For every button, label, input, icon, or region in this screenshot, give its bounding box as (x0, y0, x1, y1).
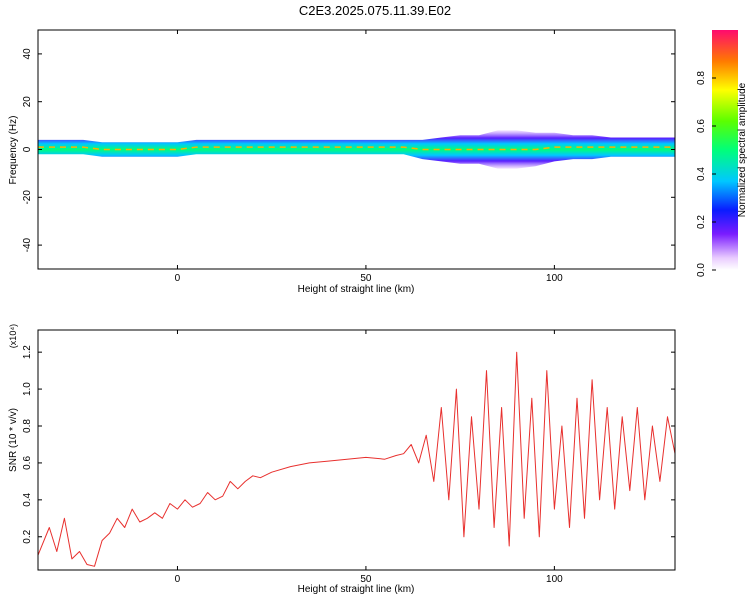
snr-panel: 0 50 100 0.2 0.4 0.6 0.8 1.0 1.2 Height of stra… (8, 324, 676, 595)
colorbar-tick-label: 0.8 (696, 71, 707, 85)
snr-x-tick-label: 50 (360, 574, 372, 585)
colorbar-tick-label: 0.2 (696, 215, 707, 229)
spectrogram-x-tick-label: 100 (546, 273, 563, 284)
colorbar-label: Normalized spectral amplitude (737, 82, 748, 217)
snr-x-tick-label: 0 (175, 574, 181, 585)
snr-frame (37, 329, 676, 571)
snr-x-label: Height of straight line (km) (298, 584, 415, 595)
spectrogram-y-tick-label: 40 (22, 48, 33, 60)
snr-y-tick-label: 1.0 (22, 382, 33, 396)
snr-y-tick-label: 0.8 (22, 419, 33, 433)
snr-y-tick-label: 1.2 (22, 345, 33, 359)
colorbar-ticks: 0.0 0.2 0.4 0.6 0.8 (696, 71, 716, 277)
snr-y-label: SNR (10 * v/v) (8, 408, 19, 472)
snr-plot-area (37, 351, 676, 567)
spectrogram-peak-ridge (38, 146, 675, 151)
spectrogram-x-tick-label: 0 (175, 273, 181, 284)
snr-y-multiplier: (x10⁴) (8, 324, 18, 348)
spectrogram-y-tick-label: 0 (22, 146, 33, 152)
spectrogram-y-tick-label: -40 (22, 237, 33, 252)
snr-y-tick-label: 0.2 (22, 529, 33, 543)
snr-x-tick-label: 100 (546, 574, 563, 585)
spectrogram-y-tick-label: 20 (22, 96, 33, 108)
spectrogram-band (38, 130, 675, 169)
colorbar-tick-label: 0.6 (696, 119, 707, 133)
spectrogram-y-axis: -40 -20 0 20 40 (22, 48, 675, 252)
snr-x-axis: 0 50 100 (175, 330, 563, 585)
colorbar-tick-label: 0.0 (696, 263, 707, 277)
figure-title: C2E3.2025.075.11.39.E02 (299, 3, 451, 18)
snr-y-axis: 0.2 0.4 0.6 0.8 1.0 1.2 (22, 345, 675, 544)
spectrogram-x-tick-label: 50 (360, 273, 372, 284)
colorbar-tick-label: 0.4 (696, 167, 707, 181)
spectrogram-x-label: Height of straight line (km) (298, 284, 415, 295)
colorbar: 0.0 0.2 0.4 0.6 0.8 Normalized spectral ampl… (696, 30, 748, 277)
spectrogram-y-label: Frequency (Hz) (8, 116, 19, 185)
spectrogram-plot-area (38, 130, 675, 169)
colorbar-gradient (712, 30, 738, 270)
snr-series-line (37, 351, 676, 567)
snr-y-tick-label: 0.6 (22, 456, 33, 470)
spectrogram-x-axis: 0 50 100 (175, 30, 563, 284)
spectrogram-panel: 0 50 100 -40 -20 0 20 40 Height of straight li… (8, 29, 676, 295)
snr-y-tick-label: 0.4 (22, 492, 33, 506)
spectrogram-y-tick-label: -20 (22, 190, 33, 205)
